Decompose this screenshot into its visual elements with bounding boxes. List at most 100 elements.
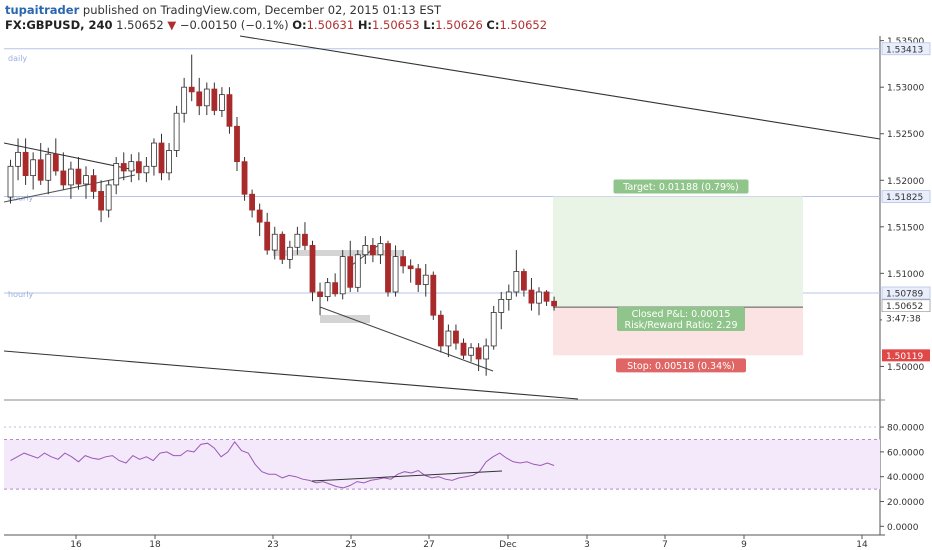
low-label: L: [423, 18, 436, 32]
candle-body [490, 312, 497, 347]
level-label-hourly: hourly [8, 290, 34, 299]
candle-body [339, 256, 346, 295]
candle-body [105, 184, 112, 211]
candle-body [332, 282, 339, 295]
price-tag-label-daily: 1.53413 [886, 45, 923, 55]
price-tick-label: 1.53000 [887, 84, 924, 94]
open-value: 1.50631 [306, 18, 355, 32]
candle-body [392, 256, 399, 293]
triangle-lower-line [3, 174, 136, 203]
candle-body [324, 282, 331, 298]
close-label: C: [486, 18, 500, 32]
candle-body [83, 175, 89, 185]
candle-body [422, 274, 429, 285]
candle-body [203, 88, 210, 107]
candle-body [173, 112, 180, 151]
time-tick-label: 23 [267, 540, 278, 550]
candle-body [90, 175, 97, 192]
candle-body [513, 271, 520, 293]
publish-line: tupaitrader published on TradingView.com… [5, 3, 441, 17]
lower-channel-line [3, 350, 579, 400]
low-value: 1.50626 [435, 18, 483, 32]
candle-body [181, 86, 188, 114]
time-tick-label: Dec [499, 540, 516, 550]
price-tag-label-hourly: 1.51825 [886, 193, 923, 203]
price-tag-stop [882, 349, 930, 362]
price-tick-label: 1.51000 [887, 270, 924, 280]
chart-header: tupaitrader published on TradingView.com… [0, 0, 932, 34]
price-tag-current [881, 299, 931, 313]
candle-body [453, 330, 459, 344]
price-change: −0.00150 (−0.1%) [179, 18, 289, 32]
candle-body [249, 193, 256, 211]
time-tick-label: 9 [741, 540, 747, 550]
candle-body [294, 233, 301, 248]
candle-body [347, 256, 354, 288]
rsi-tick-label: 60.0000 [887, 448, 924, 458]
author-link[interactable]: tupaitrader [5, 3, 80, 17]
candle-body [68, 168, 74, 186]
rsi-divergence-line [311, 470, 503, 482]
symbol-label: FX:GBPUSD, 240 [5, 18, 113, 32]
level-label-daily: daily [8, 54, 27, 63]
price-tag-daily [881, 42, 931, 56]
price-tag-label-countdown: 3:47:38 [886, 315, 921, 325]
candle-body [7, 165, 14, 198]
candle-body [158, 142, 165, 174]
candle-body [75, 168, 82, 185]
candle-body [309, 245, 316, 293]
candle-body [498, 299, 505, 313]
candle-body [302, 233, 308, 246]
candle-body [113, 163, 120, 186]
candle-body [226, 94, 233, 127]
candle-body [354, 254, 361, 288]
rsi-tick-label: 40.0000 [887, 473, 924, 483]
rsi-tick-label: 80.0000 [887, 424, 924, 434]
time-tick-label: 18 [149, 540, 161, 550]
candle-body [543, 291, 550, 302]
upper-channel-line [239, 35, 881, 140]
time-tick-label: 16 [70, 540, 82, 550]
price-tag-label-current: 1.50652 [886, 302, 923, 312]
candle-body [551, 300, 557, 307]
close-value: 1.50652 [499, 18, 548, 32]
candle-body [264, 221, 271, 251]
price-tag-countdown [882, 312, 930, 325]
candle-body [505, 291, 512, 300]
publish-info: published on TradingView.com, December 0… [79, 3, 441, 17]
time-tick-label: 14 [856, 540, 868, 550]
pnl-label: Closed P&L: 0.00015 [632, 309, 731, 320]
stop-label: Stop: 0.00518 (0.34%) [627, 361, 735, 372]
pnl-box [617, 307, 745, 331]
price-tick-label: 1.53500 [887, 37, 924, 47]
rsi-tick-label: 20.0000 [887, 498, 924, 508]
candle-body [385, 243, 391, 293]
candle-body [468, 347, 474, 356]
candle-body [188, 86, 195, 93]
time-tick-label: 25 [345, 540, 356, 550]
candle-body [279, 233, 286, 260]
high-label: H: [357, 18, 373, 32]
candle-body [151, 142, 157, 167]
candle-body [521, 271, 527, 291]
price-tick-label: 1.52500 [887, 130, 924, 140]
resistance-zone [273, 250, 403, 256]
candle-body [445, 330, 452, 347]
candle-body [52, 153, 59, 172]
target-zone [553, 196, 803, 308]
candle-body [135, 161, 142, 174]
candle-body [286, 246, 293, 260]
candle-body [475, 347, 482, 360]
stop-label-bg [616, 358, 746, 373]
candle-body [256, 209, 263, 223]
candle-body [460, 342, 467, 356]
time-tick-label: 27 [423, 540, 434, 550]
candle-body [196, 91, 203, 107]
candle-body [22, 151, 29, 177]
candle-body [218, 94, 225, 111]
candle-body [143, 165, 150, 174]
candle-body [400, 256, 407, 267]
rr-label: Risk/Reward Ratio: 2.29 [624, 320, 737, 331]
candle-body [437, 314, 444, 347]
